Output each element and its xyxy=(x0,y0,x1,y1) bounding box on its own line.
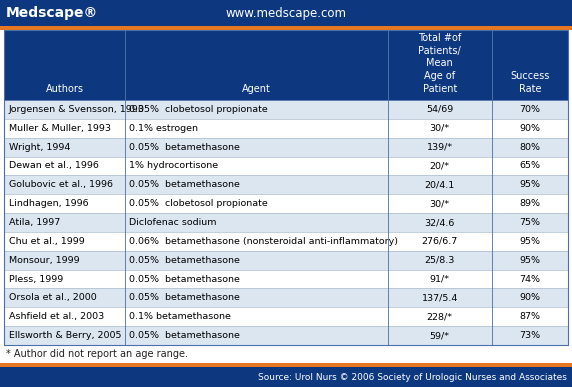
Text: www.medscape.com: www.medscape.com xyxy=(225,7,347,19)
Text: 95%: 95% xyxy=(519,256,541,265)
Text: Agent: Agent xyxy=(242,84,271,94)
Text: 0.05%  clobetosol propionate: 0.05% clobetosol propionate xyxy=(129,105,268,114)
Text: 1% hydrocortisone: 1% hydrocortisone xyxy=(129,161,219,170)
Text: 74%: 74% xyxy=(519,274,541,284)
Text: 30/*: 30/* xyxy=(430,199,450,208)
Bar xyxy=(4,307,568,326)
Bar xyxy=(4,232,568,251)
Text: Lindhagen, 1996: Lindhagen, 1996 xyxy=(9,199,89,208)
Text: 0.1% estrogen: 0.1% estrogen xyxy=(129,124,198,133)
Text: 0.05%  betamethasone: 0.05% betamethasone xyxy=(129,274,240,284)
Text: Ashfield et al., 2003: Ashfield et al., 2003 xyxy=(9,312,104,321)
Text: 30/*: 30/* xyxy=(430,124,450,133)
Text: 59/*: 59/* xyxy=(430,331,450,340)
Text: Medscape®: Medscape® xyxy=(6,6,98,20)
Bar xyxy=(4,119,568,138)
Text: 90%: 90% xyxy=(519,293,541,302)
Text: Orsola et al., 2000: Orsola et al., 2000 xyxy=(9,293,97,302)
Text: Total #of
Patients/
Mean
Age of
Patient: Total #of Patients/ Mean Age of Patient xyxy=(418,33,461,94)
Text: 91/*: 91/* xyxy=(430,274,450,284)
Bar xyxy=(4,251,568,270)
Bar xyxy=(4,30,568,100)
Text: Chu et al., 1999: Chu et al., 1999 xyxy=(9,237,85,246)
Text: Jorgensen & Svensson, 1993: Jorgensen & Svensson, 1993 xyxy=(9,105,145,114)
Text: Dewan et al., 1996: Dewan et al., 1996 xyxy=(9,161,99,170)
Text: 0.05%  betamethasone: 0.05% betamethasone xyxy=(129,293,240,302)
Text: 228/*: 228/* xyxy=(427,312,452,321)
Text: 80%: 80% xyxy=(519,143,541,152)
Bar xyxy=(4,288,568,307)
Text: 25/8.3: 25/8.3 xyxy=(424,256,455,265)
Text: 0.05%  betamethasone: 0.05% betamethasone xyxy=(129,256,240,265)
Text: 65%: 65% xyxy=(519,161,541,170)
Text: Golubovic et al., 1996: Golubovic et al., 1996 xyxy=(9,180,113,189)
Bar xyxy=(4,30,568,345)
Text: Success
Rate: Success Rate xyxy=(510,71,550,94)
Text: Source: Urol Nurs © 2006 Society of Urologic Nurses and Associates: Source: Urol Nurs © 2006 Society of Urol… xyxy=(258,373,567,382)
Bar xyxy=(4,175,568,194)
Text: 89%: 89% xyxy=(519,199,541,208)
Text: 0.05%  betamethasone: 0.05% betamethasone xyxy=(129,180,240,189)
Bar xyxy=(4,270,568,288)
Bar xyxy=(0,363,572,367)
Text: 20/*: 20/* xyxy=(430,161,450,170)
Text: 54/69: 54/69 xyxy=(426,105,454,114)
Bar xyxy=(0,0,572,26)
Bar xyxy=(0,367,572,387)
Bar xyxy=(4,138,568,156)
Text: 0.1% betamethasone: 0.1% betamethasone xyxy=(129,312,231,321)
Text: 75%: 75% xyxy=(519,218,541,227)
Text: Atila, 1997: Atila, 1997 xyxy=(9,218,60,227)
Bar xyxy=(4,156,568,175)
Text: 95%: 95% xyxy=(519,237,541,246)
Text: 73%: 73% xyxy=(519,331,541,340)
Text: 87%: 87% xyxy=(519,312,541,321)
Text: 32/4.6: 32/4.6 xyxy=(424,218,455,227)
Text: 90%: 90% xyxy=(519,124,541,133)
Bar xyxy=(4,100,568,119)
Text: 20/4.1: 20/4.1 xyxy=(424,180,455,189)
Text: Monsour, 1999: Monsour, 1999 xyxy=(9,256,80,265)
Text: 139/*: 139/* xyxy=(427,143,453,152)
Text: Diclofenac sodium: Diclofenac sodium xyxy=(129,218,217,227)
Text: Wright, 1994: Wright, 1994 xyxy=(9,143,70,152)
Bar xyxy=(0,26,572,30)
Text: 0.05%  betamethasone: 0.05% betamethasone xyxy=(129,331,240,340)
Bar xyxy=(4,213,568,232)
Bar xyxy=(4,194,568,213)
Text: 70%: 70% xyxy=(519,105,541,114)
Text: Pless, 1999: Pless, 1999 xyxy=(9,274,63,284)
Bar xyxy=(4,326,568,345)
Text: * Author did not report an age range.: * Author did not report an age range. xyxy=(6,349,188,359)
Text: 0.05%  betamethasone: 0.05% betamethasone xyxy=(129,143,240,152)
Text: 0.06%  betamethasone (nonsteroidal anti-inflammatory): 0.06% betamethasone (nonsteroidal anti-i… xyxy=(129,237,398,246)
Text: Muller & Muller, 1993: Muller & Muller, 1993 xyxy=(9,124,111,133)
Text: 276/6.7: 276/6.7 xyxy=(422,237,458,246)
Text: Authors: Authors xyxy=(46,84,84,94)
Text: 137/5.4: 137/5.4 xyxy=(422,293,458,302)
Text: 0.05%  clobetosol propionate: 0.05% clobetosol propionate xyxy=(129,199,268,208)
Text: Ellsworth & Berry, 2005: Ellsworth & Berry, 2005 xyxy=(9,331,121,340)
Text: 95%: 95% xyxy=(519,180,541,189)
